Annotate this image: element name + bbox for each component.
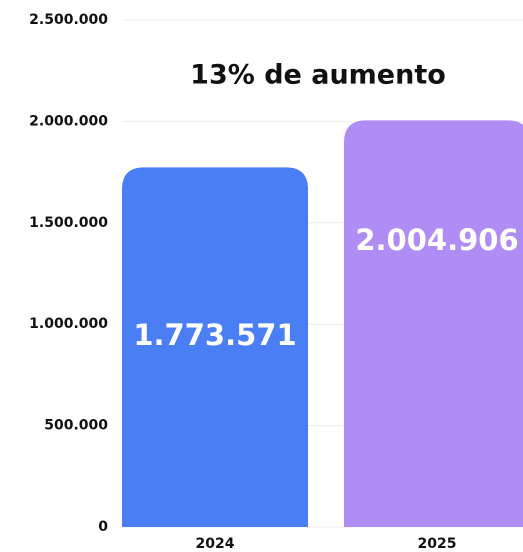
y-tick-label: 0 bbox=[98, 519, 108, 535]
x-tick-label: 2025 bbox=[418, 536, 457, 552]
bar bbox=[344, 120, 523, 527]
x-tick-label: 2024 bbox=[196, 536, 235, 552]
annotation: 13% de aumento bbox=[190, 60, 446, 91]
bar bbox=[122, 167, 308, 527]
y-tick-label: 2.500.000 bbox=[29, 12, 108, 28]
y-tick-label: 500.000 bbox=[44, 418, 108, 434]
y-tick-label: 1.000.000 bbox=[29, 316, 108, 332]
value-label: 2.004.906 bbox=[355, 223, 518, 257]
value-label: 1.773.571 bbox=[133, 318, 296, 352]
y-tick-label: 1.500.000 bbox=[29, 215, 108, 231]
bars bbox=[122, 120, 523, 527]
y-tick-label: 2.000.000 bbox=[29, 113, 108, 129]
